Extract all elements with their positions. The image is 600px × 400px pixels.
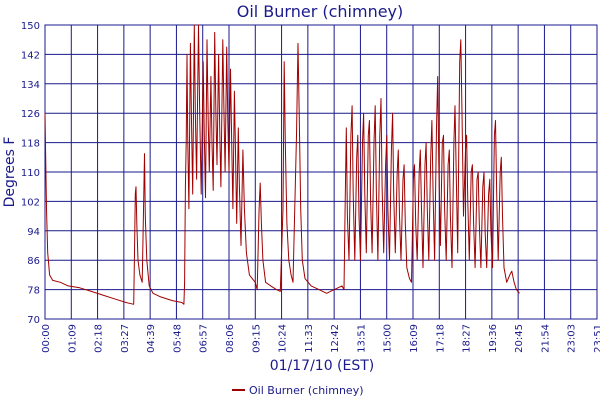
x-tick-label: 21:54 xyxy=(540,324,551,353)
x-tick-label: 19:36 xyxy=(488,324,499,353)
x-axis-label: 01/17/10 (EST) xyxy=(270,358,375,374)
x-axis-ticks: 00:00 01:09 02:18 03:27 04:39 05:48 06:57 08:06… xyxy=(41,324,600,353)
x-tick-label: 02:18 xyxy=(94,324,105,353)
y-tick-label: 118 xyxy=(21,139,40,150)
x-tick-label: 16:09 xyxy=(409,324,420,353)
y-tick-label: 142 xyxy=(21,50,40,61)
x-tick-label: 01:09 xyxy=(67,324,78,353)
series-lines xyxy=(44,24,520,305)
x-tick-label: 08:06 xyxy=(225,324,236,353)
x-tick-label: 00:00 xyxy=(41,324,52,353)
x-tick-label: 13:51 xyxy=(356,324,367,353)
x-tick-label: 18:27 xyxy=(462,324,473,353)
y-tick-label: 102 xyxy=(21,197,40,208)
x-tick-label: 15:00 xyxy=(383,324,394,353)
x-tick-label: 06:57 xyxy=(199,324,210,353)
x-tick-label: 11:33 xyxy=(304,324,315,353)
y-tick-label: 126 xyxy=(21,109,40,120)
x-tick-label: 10:24 xyxy=(278,324,289,353)
x-tick-label: 04:39 xyxy=(146,324,157,353)
x-tick-label: 20:45 xyxy=(514,324,525,353)
chart-title: Oil Burner (chimney) xyxy=(237,2,404,21)
y-tick-label: 86 xyxy=(27,256,40,267)
x-tick-label: 23:51 xyxy=(593,324,600,353)
y-tick-label: 110 xyxy=(21,168,40,179)
y-tick-label: 150 xyxy=(21,21,40,32)
y-tick-label: 94 xyxy=(27,227,40,238)
y-tick-label: 134 xyxy=(21,80,40,91)
legend-entry: Oil Burner (chimney) xyxy=(249,384,364,397)
x-tick-label: 09:15 xyxy=(251,324,262,353)
x-tick-label: 12:42 xyxy=(330,324,341,353)
legend: Oil Burner (chimney) xyxy=(232,384,364,397)
x-tick-label: 03:27 xyxy=(120,324,131,353)
y-axis-ticks: 70 78 86 94 102 110 118 126 134 142 150 xyxy=(21,21,40,326)
series-line-oil-burner xyxy=(44,24,520,305)
y-tick-label: 78 xyxy=(27,286,40,297)
x-tick-label: 05:48 xyxy=(172,324,183,353)
x-tick-label: 23:03 xyxy=(567,324,578,353)
y-axis-label: Degrees F xyxy=(2,137,18,208)
y-tick-label: 70 xyxy=(27,315,40,326)
x-tick-label: 17:18 xyxy=(435,324,446,353)
